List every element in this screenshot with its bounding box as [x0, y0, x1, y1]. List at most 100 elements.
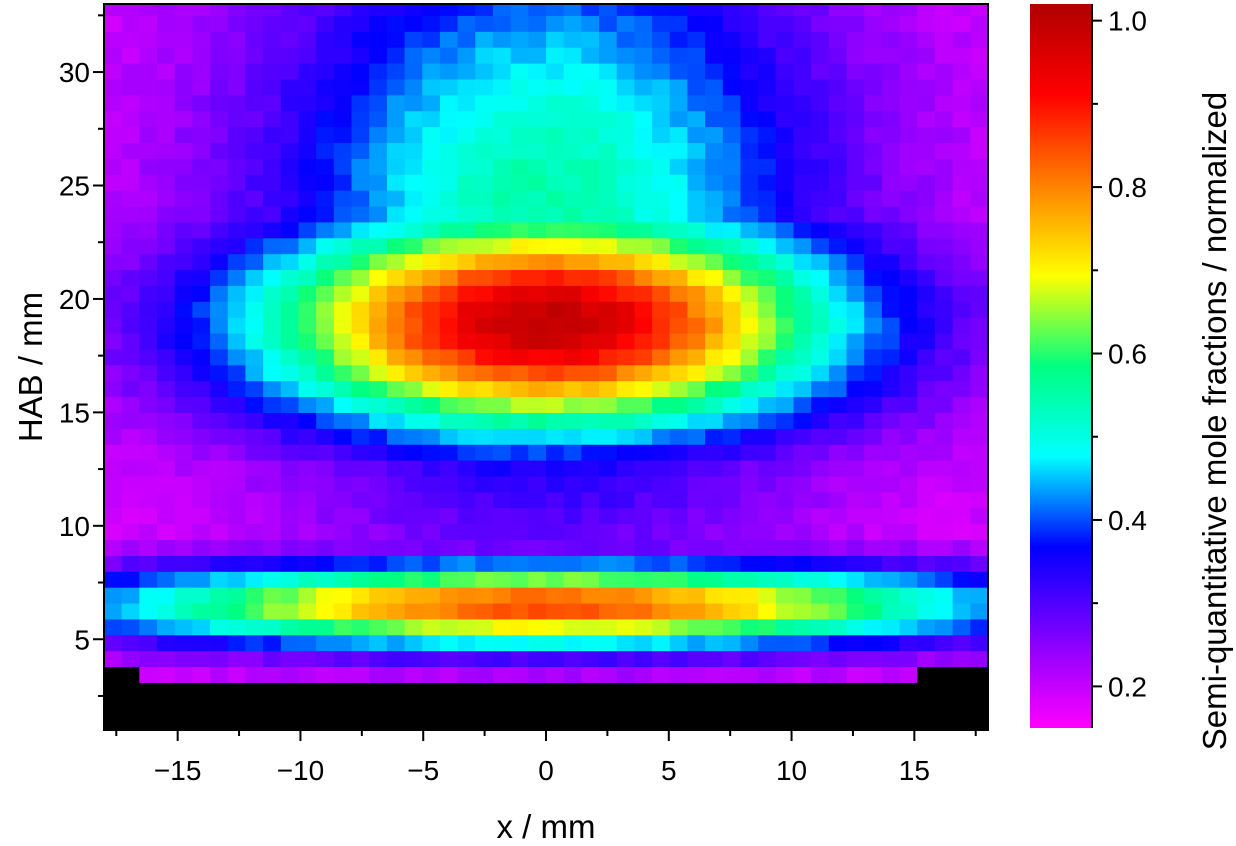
- heatmap-cell: [192, 602, 211, 620]
- heatmap-cell: [404, 380, 423, 398]
- heatmap-cell: [369, 205, 388, 223]
- heatmap-cell: [174, 634, 193, 652]
- heatmap-cell: [917, 396, 936, 413]
- heatmap-cell: [227, 396, 247, 413]
- heatmap-cell: [439, 539, 459, 556]
- heatmap-cell: [227, 174, 247, 191]
- heatmap-cell: [864, 301, 883, 318]
- heatmap-cell: [369, 714, 388, 731]
- heatmap-cell: [528, 555, 547, 572]
- heatmap-cell: [492, 94, 512, 112]
- heatmap-cell: [899, 205, 918, 223]
- heatmap-cell: [616, 190, 635, 207]
- heatmap-cell: [970, 587, 989, 604]
- heatmap-cell: [652, 571, 671, 588]
- heatmap-cell: [934, 142, 954, 159]
- heatmap-cell: [881, 602, 901, 620]
- heatmap-cell: [775, 539, 795, 556]
- heatmap-cell: [263, 475, 282, 493]
- heatmap-cell: [227, 682, 247, 699]
- heatmap-cell: [793, 126, 812, 143]
- heatmap-cell: [104, 539, 123, 556]
- heatmap-cell: [970, 523, 989, 541]
- heatmap-cell: [634, 317, 653, 334]
- heatmap-cell: [669, 444, 689, 461]
- heatmap-cell: [687, 158, 706, 175]
- heatmap-cell: [263, 428, 282, 445]
- heatmap-cell: [563, 78, 582, 96]
- heatmap-cell: [104, 110, 123, 128]
- heatmap-cell: [298, 285, 317, 302]
- heatmap-cell: [139, 126, 158, 143]
- heatmap-cell: [210, 15, 229, 32]
- heatmap-cell: [492, 475, 512, 493]
- heatmap-cell: [828, 348, 848, 366]
- colorbar-tick-label: 0.4: [1108, 505, 1147, 536]
- heatmap-cell: [881, 523, 901, 541]
- heatmap-cell: [705, 491, 724, 509]
- heatmap-cell: [351, 221, 370, 239]
- heatmap-cell: [475, 539, 494, 556]
- heatmap-cell: [970, 62, 989, 80]
- heatmap-cell: [351, 332, 370, 350]
- heatmap-cell: [581, 62, 600, 80]
- heatmap-cell: [669, 174, 689, 191]
- heatmap-cell: [828, 555, 848, 572]
- heatmap-cell: [952, 634, 971, 652]
- heatmap-cell: [970, 460, 989, 477]
- heatmap-cell: [528, 31, 547, 48]
- heatmap-cell: [316, 571, 335, 588]
- heatmap-cell: [652, 269, 671, 286]
- heatmap-cell: [793, 174, 812, 191]
- heatmap-cell: [811, 142, 830, 159]
- heatmap-cell: [546, 444, 565, 461]
- heatmap-cell: [210, 523, 229, 541]
- heatmap-cell: [864, 682, 883, 699]
- heatmap-cell: [563, 698, 582, 715]
- heatmap-cell: [934, 285, 954, 302]
- heatmap-cell: [210, 364, 229, 382]
- heatmap-cell: [492, 396, 512, 413]
- heatmap-cell: [528, 4, 547, 16]
- heatmap-cell: [263, 634, 282, 652]
- heatmap-cell: [758, 47, 777, 64]
- heatmap-cell: [439, 15, 459, 32]
- heatmap-cell: [899, 174, 918, 191]
- heatmap-cell: [139, 444, 158, 461]
- heatmap-cell: [899, 126, 918, 143]
- heatmap-cell: [139, 190, 158, 207]
- heatmap-cell: [263, 332, 282, 350]
- heatmap-cell: [139, 158, 158, 175]
- heatmap-cell: [634, 666, 653, 683]
- heatmap-cell: [793, 317, 812, 334]
- heatmap-cell: [581, 4, 600, 16]
- heatmap-cell: [599, 698, 618, 715]
- heatmap-cell: [369, 158, 388, 175]
- heatmap-cell: [828, 110, 848, 128]
- heatmap-cell: [475, 364, 494, 382]
- heatmap-cell: [652, 110, 671, 128]
- heatmap-cell: [952, 110, 971, 128]
- heatmap-cell: [386, 301, 406, 318]
- heatmap-cell: [705, 602, 724, 620]
- heatmap-cell: [881, 62, 901, 80]
- heatmap-cell: [104, 317, 123, 334]
- heatmap-cell: [917, 412, 936, 429]
- heatmap-cell: [581, 444, 600, 461]
- plot-area: [103, 3, 989, 731]
- heatmap-cells: [104, 4, 989, 731]
- heatmap-cell: [369, 348, 388, 366]
- heatmap-cell: [192, 444, 211, 461]
- heatmap-cell: [846, 158, 865, 175]
- heatmap-cell: [899, 571, 918, 588]
- heatmap-cell: [546, 682, 565, 699]
- heatmap-cell: [740, 94, 759, 112]
- heatmap-cell: [422, 618, 441, 636]
- heatmap-cell: [492, 190, 512, 207]
- heatmap-cell: [687, 618, 706, 636]
- heatmap-cell: [687, 507, 706, 525]
- heatmap-cell: [333, 174, 353, 191]
- heatmap-cell: [546, 698, 565, 715]
- heatmap-cell: [333, 634, 353, 652]
